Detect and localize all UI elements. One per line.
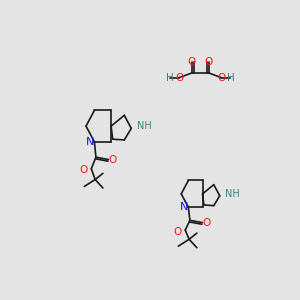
Text: N: N (86, 137, 95, 147)
Text: O: O (175, 73, 184, 82)
Text: O: O (188, 57, 196, 67)
Text: H: H (166, 73, 174, 82)
Text: O: O (79, 165, 87, 175)
Text: NH: NH (137, 121, 152, 131)
Text: H: H (226, 73, 234, 82)
Text: O: O (205, 57, 213, 67)
Text: NH: NH (225, 188, 240, 199)
Text: O: O (173, 226, 182, 237)
Text: O: O (203, 218, 211, 228)
Text: O: O (109, 154, 117, 164)
Text: O: O (217, 73, 225, 82)
Text: N: N (180, 202, 189, 212)
